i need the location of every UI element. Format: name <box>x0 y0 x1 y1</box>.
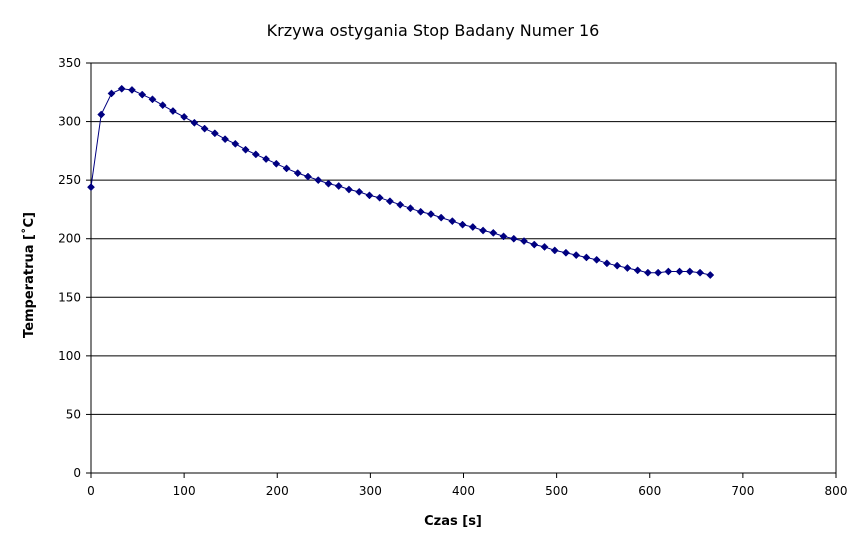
data-point <box>437 213 446 222</box>
data-point <box>479 226 488 235</box>
data-point <box>592 255 601 264</box>
y-tick-label: 350 <box>58 56 81 70</box>
data-point <box>706 271 715 279</box>
grid <box>91 62 836 474</box>
data-point <box>396 200 405 209</box>
data-point <box>138 90 147 99</box>
x-tick-label: 500 <box>545 484 568 498</box>
data-point <box>107 89 116 98</box>
data-point <box>158 101 167 110</box>
data-point <box>231 139 240 148</box>
chart-title: Krzywa ostygania Stop Badany Numer 16 <box>267 21 600 40</box>
data-point <box>499 232 508 241</box>
data-point <box>355 187 364 196</box>
data-point <box>582 253 591 262</box>
data-point <box>117 84 126 93</box>
data-point <box>643 268 652 277</box>
series <box>87 84 715 279</box>
data-point <box>262 155 271 164</box>
data-point <box>365 191 374 200</box>
data-point <box>664 267 673 276</box>
x-tick-label: 100 <box>173 484 196 498</box>
data-point <box>97 110 106 119</box>
y-tick-label: 150 <box>58 290 81 304</box>
data-point <box>550 246 559 255</box>
y-tick-label: 50 <box>66 407 81 421</box>
plot-area <box>90 62 837 474</box>
data-point <box>221 135 230 144</box>
y-axis-label: Temperatrua [˚C] <box>21 212 37 338</box>
data-point <box>613 261 622 270</box>
data-point <box>241 145 250 154</box>
data-point <box>272 159 281 168</box>
data-point <box>324 179 333 188</box>
data-point <box>685 267 694 276</box>
x-tick-label: 200 <box>266 484 289 498</box>
data-point <box>572 251 581 260</box>
data-point <box>128 85 136 94</box>
data-point <box>448 217 457 226</box>
data-point <box>602 259 611 268</box>
x-axis-label: Czas [s] <box>424 514 482 529</box>
data-point <box>148 95 157 104</box>
data-point <box>190 118 199 127</box>
y-tick-label: 200 <box>58 232 81 246</box>
data-point <box>509 234 518 243</box>
data-point <box>675 267 684 276</box>
data-point <box>314 176 323 185</box>
data-point <box>385 197 394 206</box>
data-point <box>696 268 704 277</box>
data-point <box>458 220 467 229</box>
data-point <box>210 129 219 138</box>
data-point <box>345 185 353 194</box>
data-point <box>251 150 260 159</box>
data-point <box>168 107 177 115</box>
data-point <box>304 172 312 181</box>
x-tick-label: 0 <box>87 484 95 498</box>
data-point <box>654 268 663 277</box>
data-point <box>416 207 425 216</box>
data-point <box>426 210 435 219</box>
y-tick-label: 0 <box>73 466 81 480</box>
data-point <box>489 228 498 237</box>
data-point <box>406 204 415 213</box>
x-tick-label: 400 <box>452 484 475 498</box>
data-point <box>87 183 95 192</box>
data-point <box>200 124 209 133</box>
y-tick-label: 300 <box>58 115 81 129</box>
x-tick-label: 700 <box>731 484 754 498</box>
data-point <box>334 182 343 190</box>
data-point <box>530 240 539 249</box>
x-tick-label: 600 <box>638 484 661 498</box>
data-point <box>633 266 642 275</box>
data-point <box>180 112 189 121</box>
data-point <box>468 223 477 231</box>
data-point <box>540 242 549 251</box>
x-tick-label: 800 <box>825 484 848 498</box>
data-point <box>623 264 632 272</box>
axis-ticks: 0 50 100 150 200 250 300 350 0 100 200 300 400 500 600… <box>58 56 847 498</box>
data-point <box>561 248 570 257</box>
data-point <box>293 169 302 178</box>
data-point <box>520 237 528 246</box>
data-point <box>375 193 384 202</box>
data-point <box>282 164 291 173</box>
y-tick-label: 100 <box>58 349 81 363</box>
x-tick-label: 300 <box>359 484 382 498</box>
y-tick-label: 250 <box>58 173 81 187</box>
